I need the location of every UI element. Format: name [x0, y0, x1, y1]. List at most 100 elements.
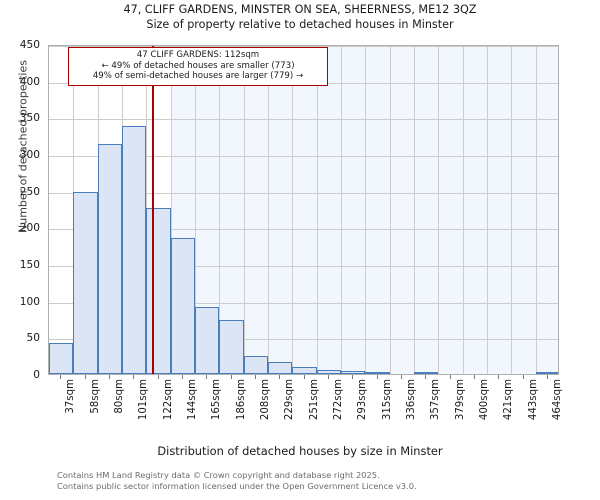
gridline-vertical: [292, 46, 294, 374]
y-axis-tick-label: 150: [19, 259, 40, 271]
histogram-bar: [292, 367, 317, 374]
x-axis-tick-mark: [157, 375, 159, 379]
x-axis-tick-label: 165sqm: [211, 379, 223, 421]
x-axis-tick-mark: [181, 375, 183, 379]
y-axis-tick-label: 450: [19, 39, 40, 51]
histogram-bar: [243, 356, 268, 374]
x-axis-tick-mark: [230, 375, 232, 379]
gridline-vertical: [462, 46, 464, 374]
gridline-horizontal: [49, 192, 558, 194]
x-axis-tick-mark: [279, 375, 281, 379]
gridline-horizontal: [49, 156, 558, 157]
x-axis-tick-label: 186sqm: [235, 379, 247, 421]
y-axis-tick-label: 300: [19, 149, 40, 161]
x-axis-tick-label: 251sqm: [308, 379, 320, 421]
gridline-vertical: [414, 46, 415, 374]
histogram-bar: [219, 319, 244, 374]
gridline-vertical: [219, 46, 221, 374]
x-axis-tick-mark: [60, 375, 62, 379]
x-axis-tick-label: 229sqm: [284, 379, 296, 421]
gridline-vertical: [511, 46, 513, 374]
histogram-bars: [49, 46, 558, 374]
gridline-vertical: [316, 46, 318, 374]
gridline-horizontal: [49, 46, 558, 47]
page-title: 47, CLIFF GARDENS, MINSTER ON SEA, SHEER…: [123, 3, 477, 16]
x-axis-tick-label: 357sqm: [430, 379, 442, 421]
histogram-bar: [535, 372, 558, 374]
histogram-bar: [97, 144, 122, 374]
x-axis-tick-mark: [449, 375, 451, 379]
gridline-vertical: [268, 46, 269, 374]
x-axis-tick-mark: [133, 375, 135, 379]
y-axis-tick-label: 350: [19, 112, 40, 125]
footer-line-2: Contains public sector information licen…: [57, 480, 417, 491]
y-axis-tick-label: 0: [33, 369, 40, 381]
x-axis-tick-mark: [473, 375, 475, 379]
gridline-vertical: [438, 46, 440, 374]
x-axis-tick-label: 464sqm: [551, 379, 563, 421]
gridline-vertical: [341, 46, 342, 374]
gridline-vertical: [535, 46, 537, 374]
x-axis-tick-label: 144sqm: [186, 379, 198, 421]
histogram-bar: [49, 343, 74, 374]
gridline-horizontal: [49, 339, 558, 341]
x-axis-tick-label: 443sqm: [527, 379, 539, 421]
gridline-vertical: [170, 46, 172, 374]
x-axis-tick-label: 122sqm: [162, 379, 174, 421]
gridline-vertical: [389, 46, 391, 374]
x-axis-tick-mark: [84, 375, 86, 379]
x-axis-label: Distribution of detached houses by size …: [157, 444, 443, 458]
x-axis-tick-label: 293sqm: [357, 379, 369, 421]
y-axis-tick-label: 400: [19, 75, 40, 88]
x-axis-tick-mark: [376, 375, 378, 379]
x-axis-tick-mark: [498, 375, 500, 379]
footer-line-1: Contains HM Land Registry data © Crown c…: [57, 470, 380, 480]
x-axis-tick-mark: [352, 375, 354, 379]
title-block: 47, CLIFF GARDENS, MINSTER ON SEA, SHEER…: [0, 2, 600, 32]
gridline-horizontal: [49, 302, 558, 304]
histogram-bar: [122, 126, 147, 374]
x-axis-tick-label: 208sqm: [259, 379, 271, 421]
gridline-horizontal: [49, 266, 558, 267]
x-axis-tick-label: 400sqm: [478, 379, 490, 421]
x-axis-tick-mark: [400, 375, 402, 379]
annotation-box: 47 CLIFF GARDENS: 112sqm ← 49% of detach…: [68, 47, 328, 86]
page-subtitle: Size of property relative to detached ho…: [146, 18, 454, 31]
histogram-bar: [316, 370, 341, 374]
histogram-bar: [73, 192, 98, 374]
shaded-larger-region: [170, 46, 558, 374]
histogram-bar: [146, 207, 171, 374]
histogram-bar: [365, 372, 390, 374]
x-axis-tick-label: 421sqm: [503, 379, 515, 421]
gridline-vertical: [243, 46, 245, 374]
x-axis-tick-label: 336sqm: [405, 379, 417, 421]
histogram-bar: [341, 371, 366, 374]
x-axis-tick-label: 80sqm: [113, 379, 125, 414]
x-axis-tick-mark: [303, 375, 305, 379]
histogram-bar: [170, 238, 195, 374]
gridline-horizontal: [49, 229, 558, 231]
gridline-vertical: [365, 46, 367, 374]
x-axis-tick-mark: [425, 375, 427, 379]
y-axis-tick-label: 50: [26, 332, 40, 345]
x-axis-tick-label: 58sqm: [89, 379, 101, 414]
x-axis-tick-mark: [108, 375, 110, 379]
histogram-bar: [195, 306, 220, 374]
y-axis-tick-label: 100: [19, 295, 40, 308]
histogram-bar: [268, 361, 293, 374]
plot-area: [48, 45, 559, 375]
x-axis-tick-mark: [206, 375, 208, 379]
annotation-line-1: 47 CLIFF GARDENS: 112sqm: [136, 50, 260, 60]
y-axis-tick-label: 200: [19, 222, 40, 235]
histogram-bar: [414, 372, 439, 374]
x-axis-tick-label: 315sqm: [381, 379, 393, 421]
x-axis-tick-mark: [522, 375, 524, 379]
x-axis-tick-label: 379sqm: [454, 379, 466, 421]
x-axis-tick-label: 37sqm: [65, 379, 77, 414]
annotation-line-2: ← 49% of detached houses are smaller (77…: [101, 60, 295, 71]
annotation-line-3: 49% of semi-detached houses are larger (…: [92, 71, 304, 82]
x-axis-tick-label: 272sqm: [332, 379, 344, 421]
x-axis-tick-label: 101sqm: [138, 379, 150, 421]
y-axis-tick-label: 250: [19, 185, 40, 198]
